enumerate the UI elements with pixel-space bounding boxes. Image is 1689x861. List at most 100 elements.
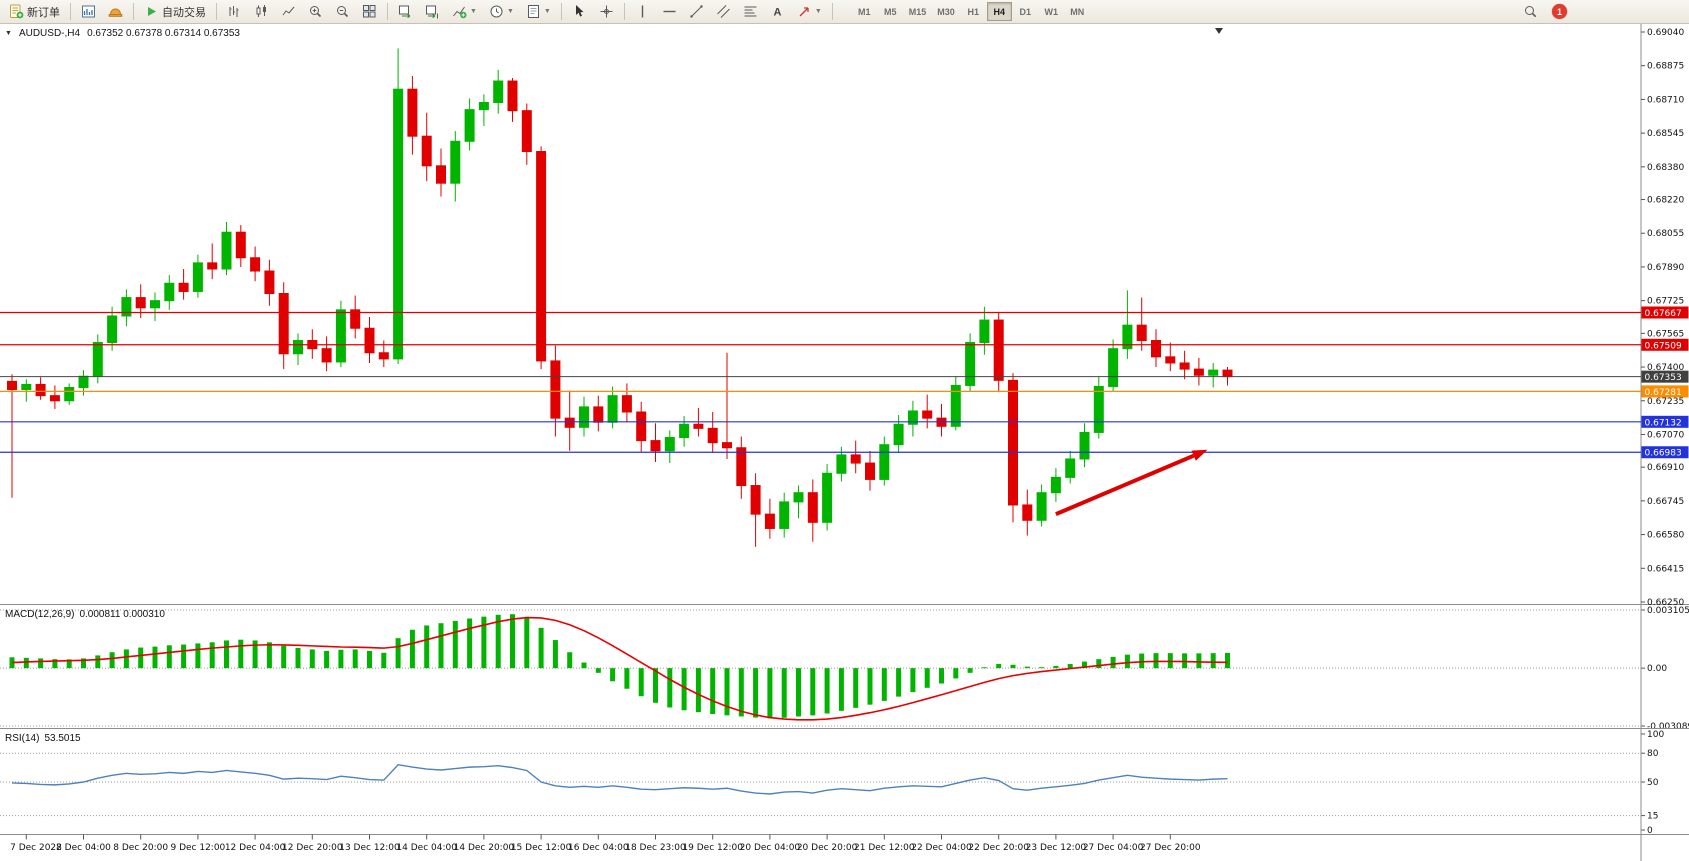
new-order-label: 新订单 <box>27 6 60 19</box>
timeframe-w1-button[interactable]: W1 <box>1039 2 1064 21</box>
line-chart-icon <box>282 6 295 16</box>
hline-0.67667[interactable]: 0.67667 <box>0 306 1689 320</box>
svg-text:0.66580: 0.66580 <box>1647 531 1684 541</box>
svg-text:27 Dec 04:00: 27 Dec 04:00 <box>1083 843 1144 853</box>
auto-scroll-button[interactable] <box>393 1 418 22</box>
indicators-button[interactable]: ▼ <box>447 1 482 22</box>
svg-text:21 Dec 12:00: 21 Dec 12:00 <box>854 843 915 853</box>
svg-text:A: A <box>773 7 781 19</box>
toolbar-separator <box>623 3 625 20</box>
chart-area[interactable]: 0.003105 0.00 -0.003089 100 80 50 15 0 0.69040 0.… <box>0 24 1689 861</box>
templates-button[interactable]: ▼ <box>521 1 556 22</box>
channel-icon <box>716 5 730 18</box>
cursor-button[interactable] <box>567 1 592 22</box>
timeframe-m5-button[interactable]: M5 <box>878 2 903 21</box>
svg-text:0.68875: 0.68875 <box>1647 62 1684 72</box>
macd-name: MACD(12,26,9) <box>5 609 75 620</box>
rsi-line <box>11 763 1228 795</box>
svg-text:13 Dec 12:00: 13 Dec 12:00 <box>339 843 400 853</box>
charts-grid-button[interactable] <box>76 1 101 22</box>
macd-values: 0.000811 0.000310 <box>79 609 165 620</box>
bar-chart-button[interactable] <box>222 1 247 22</box>
text-button[interactable]: A <box>765 1 790 22</box>
trend-arrow-annotation[interactable] <box>1055 449 1208 516</box>
search-icon <box>1525 6 1537 18</box>
vertical-line-button[interactable] <box>630 1 655 22</box>
crosshair-icon <box>600 5 613 18</box>
fibonacci-button[interactable] <box>738 1 763 22</box>
chart-svg[interactable]: 0.0031050.00-0.00308910080501500.690400.… <box>0 24 1689 861</box>
svg-text:0.67070: 0.67070 <box>1647 430 1684 440</box>
svg-text:22 Dec 04:00: 22 Dec 04:00 <box>911 843 972 853</box>
crosshair-button[interactable] <box>594 1 619 22</box>
svg-text:8 Dec 04:00: 8 Dec 04:00 <box>56 843 111 853</box>
rsi-value: 53.5015 <box>44 733 81 744</box>
candlestick-chart-icon <box>256 5 266 17</box>
new-order-button[interactable]: 新订单 <box>4 1 65 22</box>
svg-text:22 Dec 20:00: 22 Dec 20:00 <box>968 843 1029 853</box>
zoom-out-button[interactable] <box>330 1 355 22</box>
zoom-in-icon <box>310 6 322 18</box>
trendline-button[interactable] <box>684 1 709 22</box>
svg-text:0.68380: 0.68380 <box>1647 163 1684 173</box>
charts-grid-icon <box>82 5 95 18</box>
svg-text:0.67565: 0.67565 <box>1647 329 1684 339</box>
arrows-button[interactable]: ▼ <box>792 1 827 22</box>
svg-text:0.00: 0.00 <box>1647 664 1667 674</box>
svg-text:16 Dec 04:00: 16 Dec 04:00 <box>568 843 629 853</box>
svg-text:0.67667: 0.67667 <box>1645 309 1682 319</box>
svg-text:0.69040: 0.69040 <box>1647 28 1684 38</box>
timeframe-mn-button[interactable]: MN <box>1065 2 1090 21</box>
chart-header: ▼ AUDUSD-,H4 0.67352 0.67378 0.67314 0.6… <box>5 28 240 39</box>
timeframe-d1-button[interactable]: D1 <box>1013 2 1038 21</box>
arrow-tool-icon <box>799 7 809 17</box>
macd-panel: 0.003105 0.00 -0.003089 <box>0 606 1689 732</box>
new-order-icon <box>10 4 24 19</box>
timeframe-h4-button[interactable]: H4 <box>986 2 1012 21</box>
svg-text:0.67725: 0.67725 <box>1647 297 1684 307</box>
price-axis[interactable]: 0.69040 0.68875 0.68710 0.68545 0.68380 0.682… <box>1640 24 1684 861</box>
timeframe-h1-button[interactable]: H1 <box>961 2 986 21</box>
hline-0.67509[interactable]: 0.67509 <box>0 338 1689 352</box>
notification-badge[interactable]: 1 <box>1552 4 1567 19</box>
svg-text:27 Dec 20:00: 27 Dec 20:00 <box>1140 843 1201 853</box>
zoom-in-button[interactable] <box>303 1 328 22</box>
toolbar-separator <box>560 3 562 20</box>
search-button[interactable] <box>1518 1 1543 22</box>
hline-0.67132[interactable]: 0.67132 <box>0 415 1689 429</box>
symbol-marker-icon: ▼ <box>5 30 12 37</box>
horizontal-line-button[interactable] <box>657 1 682 22</box>
svg-text:0.003105: 0.003105 <box>1647 606 1689 616</box>
channel-button[interactable] <box>711 1 736 22</box>
bar-chart-icon <box>229 6 239 17</box>
candlestick-chart-button[interactable] <box>249 1 274 22</box>
autotrading-button[interactable]: 自动交易 <box>139 1 211 22</box>
svg-text:15 Dec 12:00: 15 Dec 12:00 <box>511 843 572 853</box>
hline-0.66983[interactable]: 0.66983 <box>0 446 1689 459</box>
periods-button[interactable]: ▼ <box>484 1 519 22</box>
text-icon: A <box>773 7 781 19</box>
macd-label: MACD(12,26,9) 0.000811 0.000310 <box>5 609 165 620</box>
svg-text:0.67353: 0.67353 <box>1645 373 1682 383</box>
chart-shift-marker-icon[interactable] <box>1215 28 1223 34</box>
svg-text:0.67890: 0.67890 <box>1647 263 1684 273</box>
timeframe-m15-button[interactable]: M15 <box>904 2 932 21</box>
svg-text:0.68545: 0.68545 <box>1647 129 1684 139</box>
zoom-out-icon <box>337 6 349 18</box>
svg-text:0.66983: 0.66983 <box>1645 449 1682 459</box>
svg-text:80: 80 <box>1647 749 1659 759</box>
chart-shift-button[interactable] <box>420 1 445 22</box>
timeframe-m30-button[interactable]: M30 <box>932 2 960 21</box>
svg-text:20 Dec 04:00: 20 Dec 04:00 <box>740 843 801 853</box>
profiles-button[interactable] <box>103 1 128 22</box>
tile-windows-button[interactable] <box>357 1 382 22</box>
line-chart-button[interactable] <box>276 1 301 22</box>
svg-text:12 Dec 04:00: 12 Dec 04:00 <box>225 843 286 853</box>
hline-0.67281[interactable]: 0.67281 <box>0 385 1689 398</box>
timeframe-m1-button[interactable]: M1 <box>852 2 877 21</box>
symbol-label: AUDUSD-,H4 <box>18 28 81 39</box>
svg-text:50: 50 <box>1647 778 1659 788</box>
svg-text:0.68220: 0.68220 <box>1647 196 1684 206</box>
fibonacci-icon <box>744 6 757 17</box>
